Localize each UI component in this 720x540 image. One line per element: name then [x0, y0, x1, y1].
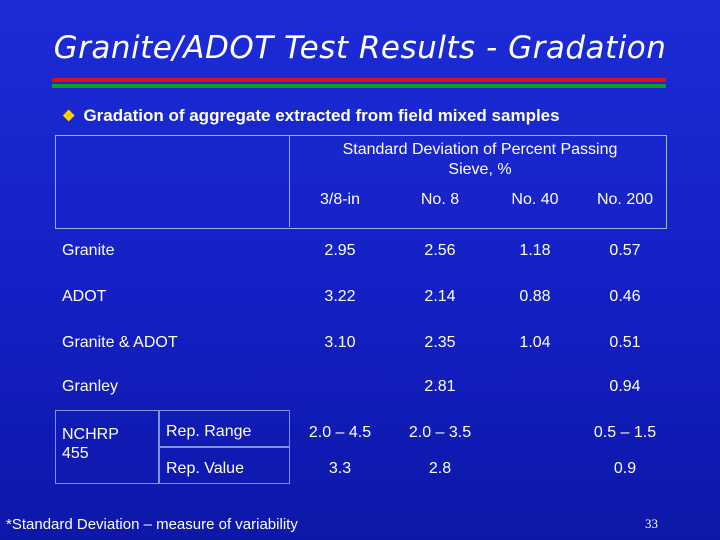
table-cell: 2.81 [424, 378, 456, 395]
table-cell: 2.0 – 4.5 [308, 424, 372, 441]
row-label: Granite & ADOT [62, 334, 178, 351]
table-cell: 0.57 [609, 242, 641, 259]
rep-value-cell [158, 446, 290, 484]
table-cell: 2.0 – 3.5 [408, 424, 472, 441]
table-cell: 2.95 [324, 242, 356, 259]
title-divider-green [52, 84, 666, 88]
column-header: 3/8-in [319, 191, 361, 208]
table-cell: 3.22 [324, 288, 356, 305]
column-header: No. 40 [511, 191, 559, 208]
table-cell: 0.9 [613, 460, 637, 477]
group-header: Standard Deviation of Percent Passing Si… [342, 141, 618, 178]
table-header-frame [55, 135, 667, 229]
nchrp-label: NCHRP 455 [62, 426, 119, 462]
table-cell: 0.88 [519, 288, 551, 305]
diamond-bullet-icon: ❖ [62, 108, 76, 125]
table-cell: 1.18 [519, 242, 551, 259]
table-cell: 0.5 – 1.5 [593, 424, 657, 441]
table-cell: 3.10 [324, 334, 356, 351]
column-header: No. 200 [596, 191, 654, 208]
table-cell: 2.35 [424, 334, 456, 351]
row-label: ADOT [62, 288, 107, 305]
title-divider-red [52, 78, 666, 82]
table-cell: 2.14 [424, 288, 456, 305]
row-label: Rep. Range [166, 423, 252, 440]
page-number: 33 [645, 516, 658, 531]
row-label: Granite [62, 242, 115, 259]
rep-range-cell [158, 410, 290, 448]
column-header: No. 8 [420, 191, 460, 208]
table-cell: 2.8 [428, 460, 452, 477]
footnote: *Standard Deviation – measure of variabi… [6, 516, 298, 533]
table-cell: 0.46 [609, 288, 641, 305]
table-cell: 1.04 [519, 334, 551, 351]
bullet-text: Gradation of aggregate extracted from fi… [83, 106, 560, 125]
table-cell: 2.56 [424, 242, 456, 259]
row-label: Rep. Value [166, 460, 244, 477]
table-cell: 0.94 [609, 378, 641, 395]
table-header-divider [289, 135, 290, 227]
table-cell: 0.51 [609, 334, 641, 351]
table-cell: 3.3 [328, 460, 352, 477]
row-label: Granley [62, 378, 119, 395]
slide-title: Granite/ADOT Test Results - Gradation [53, 30, 667, 66]
bullet-point: ❖ Gradation of aggregate extracted from f… [62, 106, 560, 126]
